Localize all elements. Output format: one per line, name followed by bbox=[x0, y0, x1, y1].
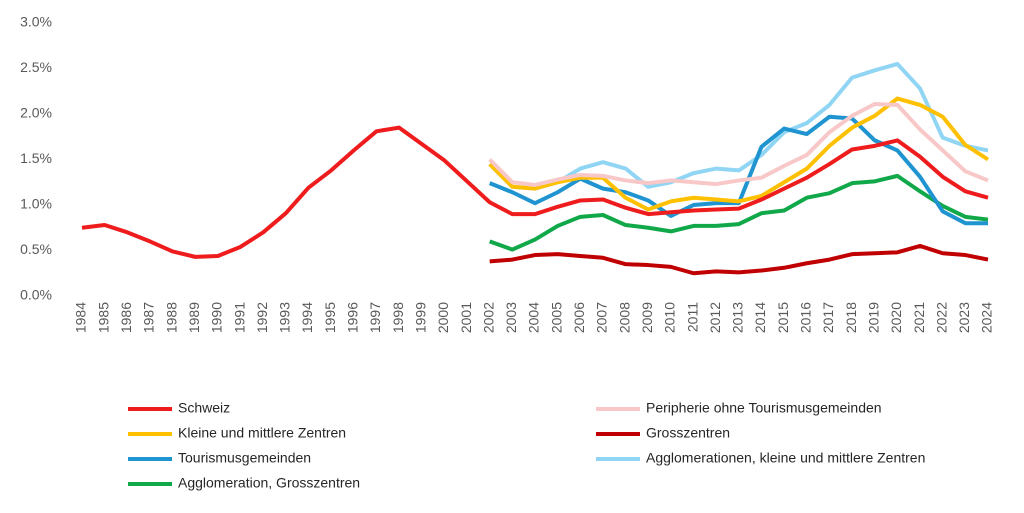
x-tick-label: 1995 bbox=[322, 302, 338, 333]
series-line bbox=[488, 101, 989, 187]
x-tick-label: 2023 bbox=[956, 302, 972, 333]
y-tick-label: 2.0% bbox=[20, 105, 52, 121]
x-tick-label: 1999 bbox=[412, 302, 428, 333]
y-tick-label: 3.0% bbox=[20, 14, 52, 30]
x-tick-label: 2012 bbox=[707, 302, 723, 333]
x-tick-label: 2015 bbox=[775, 302, 791, 333]
x-tick-label: 2003 bbox=[503, 302, 519, 333]
y-tick-label: 1.5% bbox=[20, 150, 52, 166]
series-line bbox=[81, 125, 989, 259]
legend-label: Peripherie ohne Tourismusgemeinden bbox=[646, 400, 882, 416]
x-tick-label: 2022 bbox=[933, 302, 949, 333]
legend-label: Grosszentren bbox=[646, 425, 730, 441]
x-tick-label: 2011 bbox=[684, 302, 700, 332]
x-tick-label: 1986 bbox=[118, 302, 134, 333]
legend-label: Tourismusgemeinden bbox=[178, 450, 311, 466]
x-tick-label: 2020 bbox=[888, 302, 904, 333]
x-tick-label: 1993 bbox=[277, 302, 293, 333]
x-tick-label: 2024 bbox=[979, 302, 995, 333]
x-tick-label: 1985 bbox=[95, 302, 111, 333]
x-tick-label: 1988 bbox=[163, 302, 179, 333]
x-tick-label: 2018 bbox=[843, 302, 859, 333]
x-tick-label: 2005 bbox=[548, 302, 564, 333]
x-tick-label: 1994 bbox=[299, 302, 315, 333]
x-tick-label: 1998 bbox=[390, 302, 406, 333]
x-tick-label: 2006 bbox=[571, 302, 587, 333]
x-tick-label: 1984 bbox=[73, 302, 89, 333]
legend-label: Agglomeration, Grosszentren bbox=[178, 475, 360, 491]
x-tick-label: 2019 bbox=[865, 302, 881, 333]
x-tick-label: 1990 bbox=[209, 302, 225, 333]
legend-label: Agglomerationen, kleine und mittlere Zen… bbox=[646, 450, 925, 466]
x-tick-label: 1997 bbox=[367, 302, 383, 333]
x-tick-label: 2009 bbox=[639, 302, 655, 333]
y-tick-label: 0.0% bbox=[20, 287, 52, 303]
x-tick-label: 2013 bbox=[730, 302, 746, 333]
x-tick-label: 2004 bbox=[526, 302, 542, 333]
y-tick-label: 2.5% bbox=[20, 59, 52, 75]
y-tick-label: 1.0% bbox=[20, 196, 52, 212]
legend-label: Kleine und mittlere Zentren bbox=[178, 425, 346, 441]
x-tick-label: 2001 bbox=[458, 302, 474, 333]
y-tick-label: 0.5% bbox=[20, 241, 52, 257]
x-tick-label: 2008 bbox=[616, 302, 632, 333]
x-tick-label: 2016 bbox=[798, 302, 814, 333]
x-tick-label: 2000 bbox=[435, 302, 451, 333]
x-tick-label: 2014 bbox=[752, 302, 768, 333]
x-tick-label: 1987 bbox=[141, 302, 157, 333]
x-tick-label: 2002 bbox=[480, 302, 496, 333]
x-tick-label: 1992 bbox=[254, 302, 270, 333]
x-tick-label: 1991 bbox=[231, 302, 247, 333]
x-tick-label: 1996 bbox=[345, 302, 361, 333]
x-tick-label: 2021 bbox=[911, 302, 927, 333]
x-tick-label: 1989 bbox=[186, 302, 202, 333]
x-tick-label: 2010 bbox=[662, 302, 678, 333]
series-line bbox=[489, 173, 989, 252]
series-line bbox=[488, 61, 989, 191]
series-line bbox=[489, 243, 989, 276]
x-tick-label: 2007 bbox=[594, 302, 610, 333]
legend-label: Schweiz bbox=[178, 400, 230, 416]
x-tick-label: 2017 bbox=[820, 302, 836, 333]
series-line bbox=[488, 96, 990, 212]
